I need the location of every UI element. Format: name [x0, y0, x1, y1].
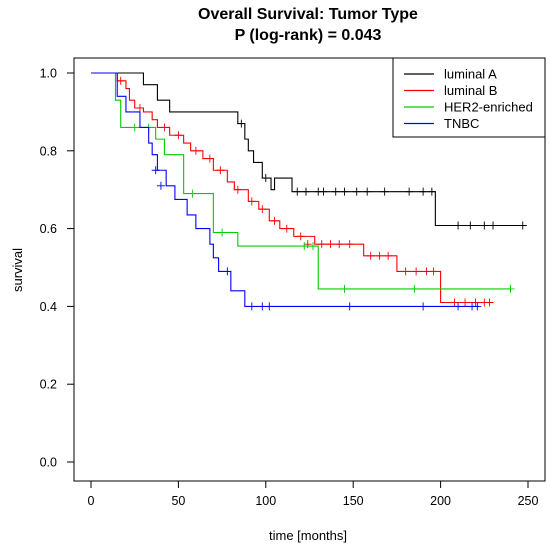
censor-mark [191, 146, 200, 155]
censor-mark [340, 284, 349, 293]
survival-curve [91, 72, 511, 290]
censor-mark [302, 187, 311, 196]
censor-mark [160, 123, 169, 132]
censor-mark [218, 228, 227, 237]
y-tick-label: 0.6 [40, 222, 57, 236]
chart-title: Overall Survival: Tumor Type [198, 6, 418, 23]
series-luminal-b [91, 72, 494, 307]
censor-mark [233, 185, 242, 194]
censor-mark [375, 251, 384, 260]
censor-mark [427, 187, 436, 196]
x-axis-label: time [months] [269, 528, 347, 543]
censor-mark [345, 240, 354, 249]
x-tick-label: 150 [343, 494, 364, 508]
legend-label: luminal A [444, 67, 497, 82]
censor-mark [410, 284, 419, 293]
legend-label: luminal B [444, 83, 497, 98]
censor-mark [473, 302, 482, 311]
censor-mark [480, 221, 489, 230]
censor-mark [308, 242, 317, 251]
series-luminal-a [91, 72, 527, 230]
y-tick-label: 0.4 [40, 300, 57, 314]
censor-mark [363, 187, 372, 196]
censor-mark [156, 181, 165, 190]
censor-mark [340, 187, 349, 196]
censor-mark [300, 242, 309, 251]
censor-mark [450, 298, 459, 307]
censor-mark [319, 187, 328, 196]
censor-mark [331, 187, 340, 196]
x-tick-label: 250 [518, 494, 539, 508]
censor-mark [258, 205, 267, 214]
censor-mark [174, 131, 183, 140]
censor-mark [258, 302, 267, 311]
censor-mark [335, 240, 344, 249]
censor-mark [216, 166, 225, 175]
y-axis: 0.0 0.2 0.4 0.6 0.8 1.0 [40, 67, 75, 470]
censor-mark [401, 267, 410, 276]
censor-mark [405, 187, 414, 196]
censor-mark [303, 240, 312, 249]
censor-mark [412, 267, 421, 276]
censor-mark [135, 104, 144, 113]
censor-mark [237, 119, 246, 128]
series-her2-enriched [91, 72, 515, 293]
survival-curve [91, 72, 480, 307]
survival-curve [91, 72, 494, 304]
censor-mark [223, 267, 232, 276]
censor-mark [261, 174, 270, 183]
x-tick-label: 100 [255, 494, 276, 508]
x-tick-label: 200 [430, 494, 451, 508]
series-layer [91, 72, 527, 311]
censor-mark [352, 187, 361, 196]
censor-mark [422, 267, 431, 276]
censor-mark [466, 221, 475, 230]
censor-mark [506, 284, 515, 293]
x-tick-label: 50 [171, 494, 185, 508]
censor-mark [419, 187, 428, 196]
censor-mark [454, 302, 463, 311]
x-tick-label: 0 [88, 494, 95, 508]
censor-mark [247, 197, 256, 206]
censor-mark [116, 76, 125, 85]
censor-mark [296, 232, 305, 241]
censor-mark [366, 251, 375, 260]
censor-mark [461, 298, 470, 307]
censor-mark [293, 187, 302, 196]
series-tnbc [91, 72, 482, 311]
x-axis: 0 50 100 150 200 250 [88, 480, 539, 508]
censor-mark [130, 123, 139, 132]
legend-label: HER2-enriched [444, 100, 533, 115]
censor-mark [489, 221, 498, 230]
censor-mark [265, 302, 274, 311]
censor-mark [317, 240, 326, 249]
censor-mark [326, 240, 335, 249]
censor-mark [188, 189, 197, 198]
censor-mark [518, 221, 527, 230]
censor-mark [471, 298, 480, 307]
survival-curve [91, 72, 523, 227]
y-tick-label: 0.2 [40, 378, 57, 392]
censor-mark [247, 302, 256, 311]
censor-mark [429, 267, 438, 276]
censor-mark [454, 221, 463, 230]
y-tick-label: 0.0 [40, 456, 57, 470]
censor-mark [380, 187, 389, 196]
y-tick-label: 1.0 [40, 67, 57, 81]
legend-label: TNBC [444, 116, 479, 131]
chart-subtitle: P (log-rank) = 0.043 [235, 27, 382, 44]
y-axis-label: survival [10, 248, 25, 292]
censor-mark [384, 251, 393, 260]
censor-mark [205, 154, 214, 163]
censor-mark [485, 298, 494, 307]
censor-mark [419, 302, 428, 311]
censor-mark [270, 216, 279, 225]
censor-mark [345, 302, 354, 311]
censor-mark [282, 224, 291, 233]
y-tick-label: 0.8 [40, 144, 57, 158]
censor-mark [151, 166, 160, 175]
